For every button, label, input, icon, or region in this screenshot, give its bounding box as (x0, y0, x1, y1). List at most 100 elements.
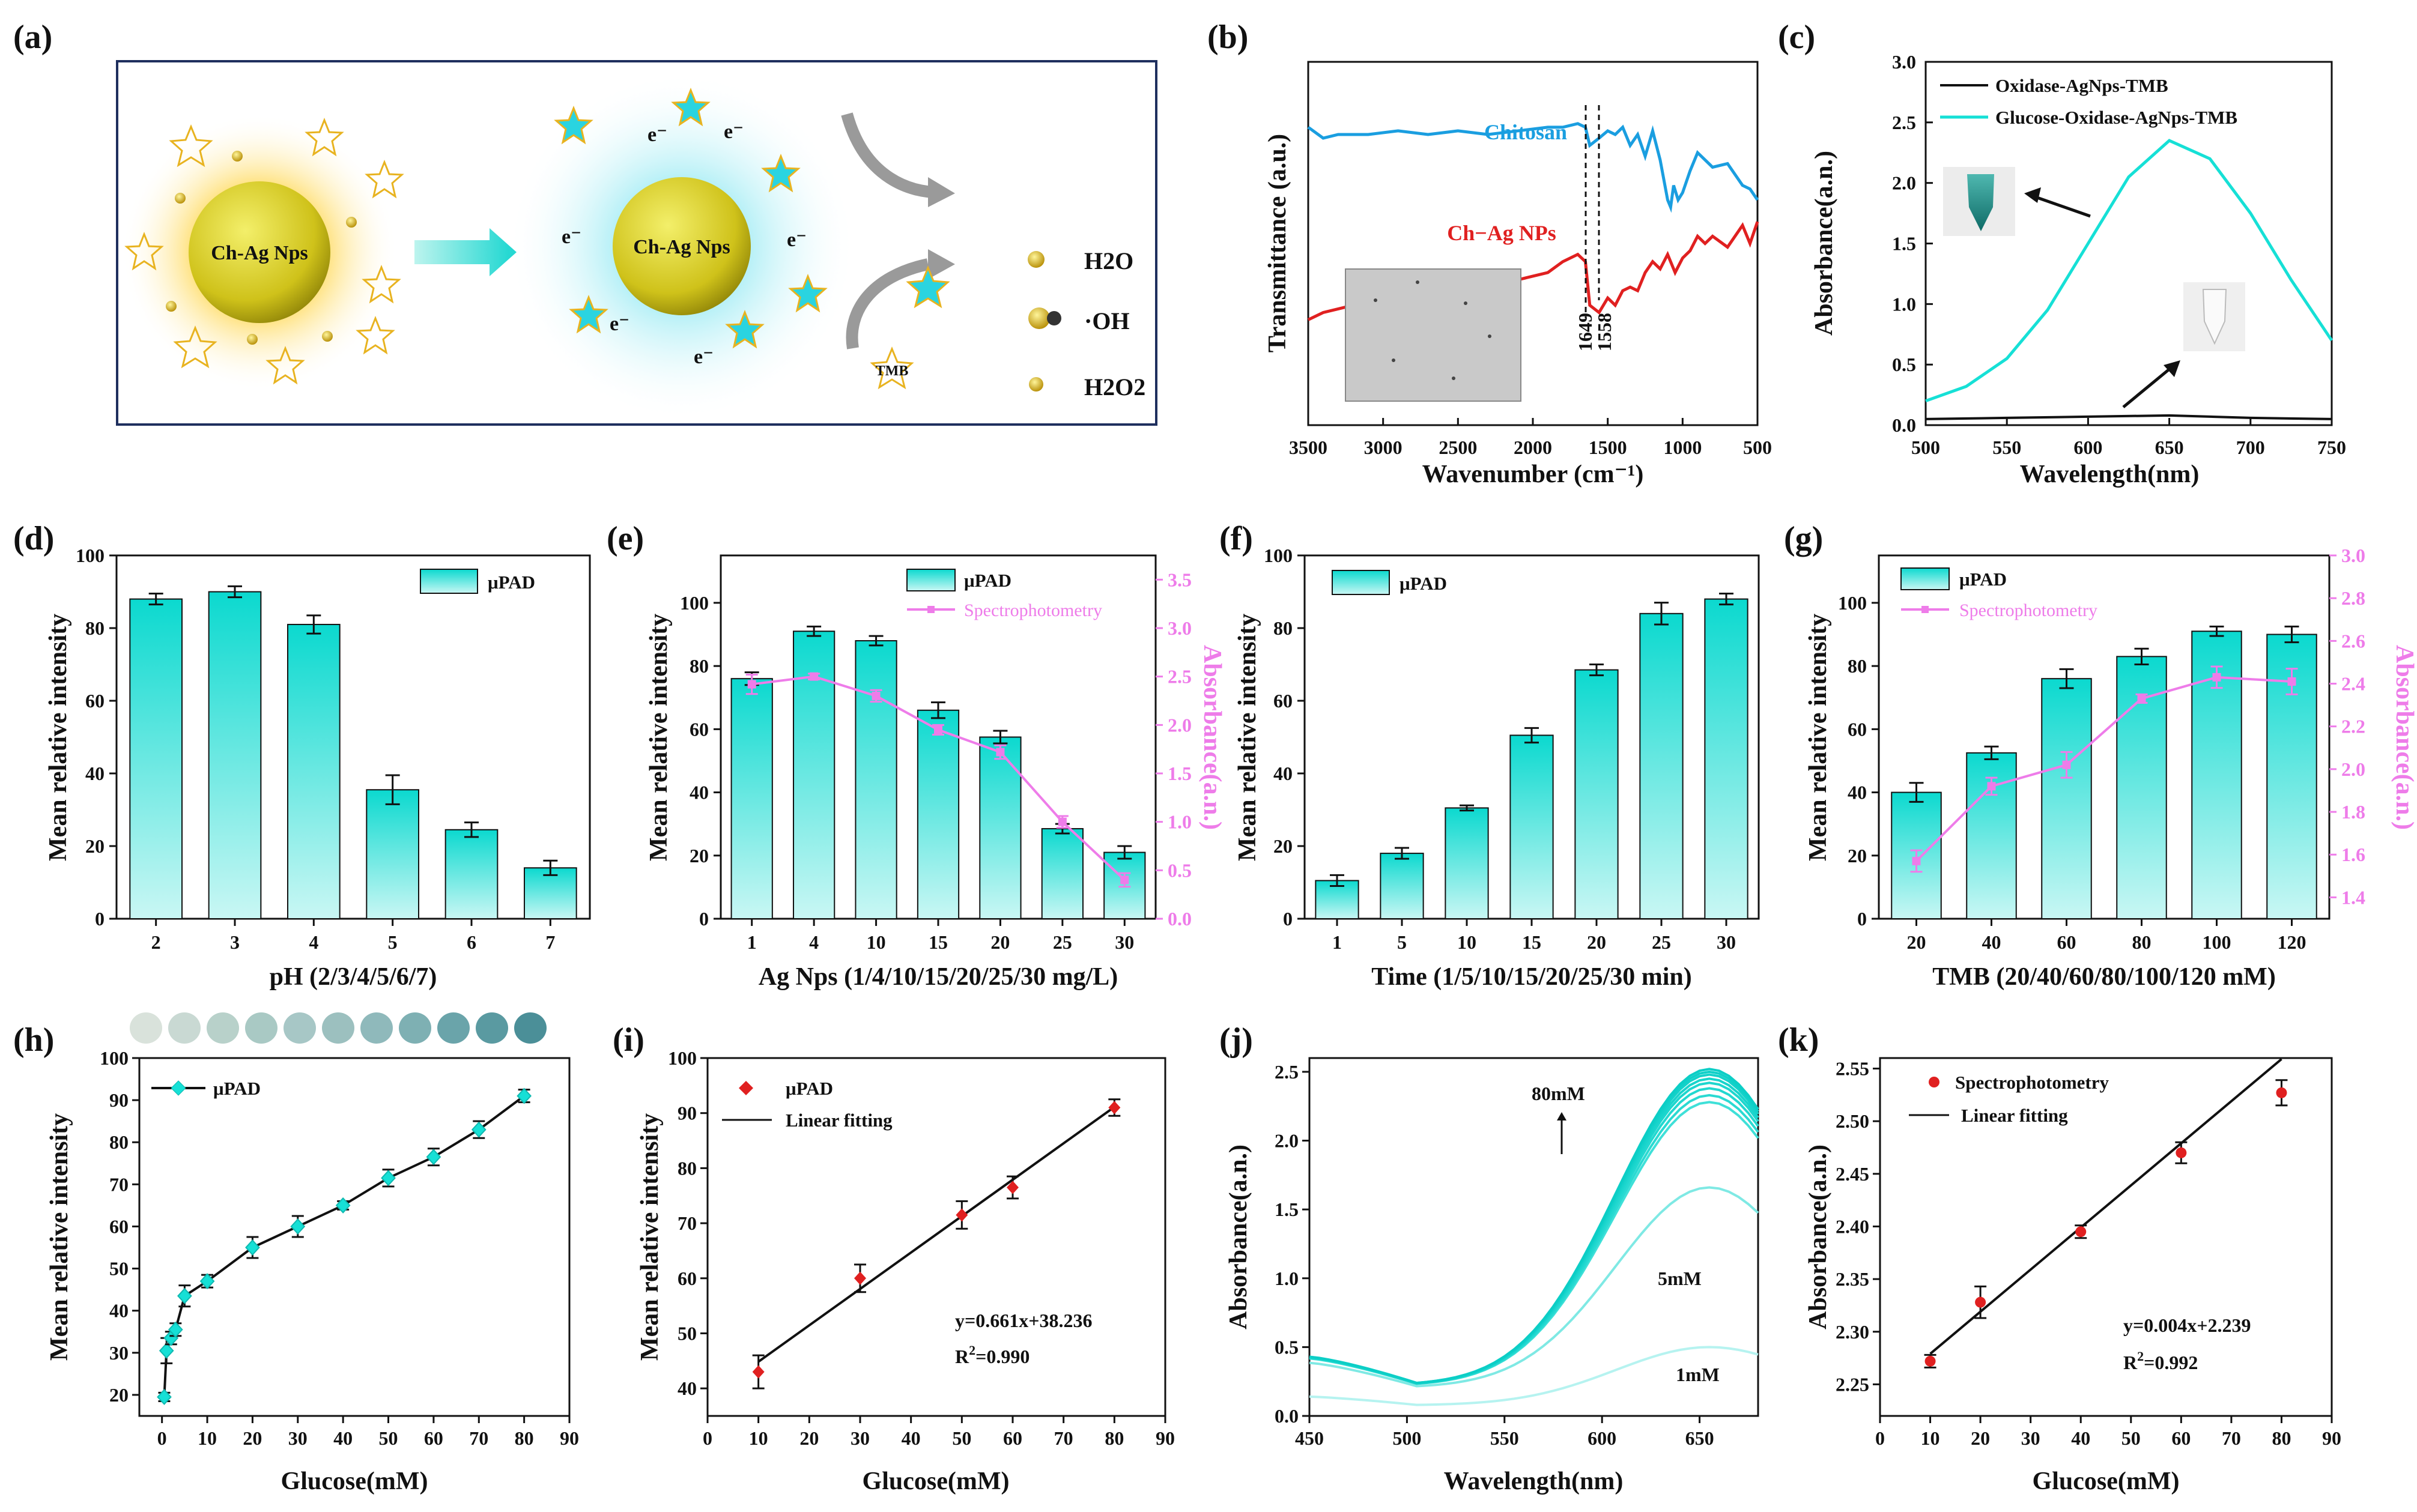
data-point (1975, 1296, 1986, 1308)
chart-i-ylabel: Mean relative intensity (636, 1113, 664, 1361)
panel-label-c: (c) (1778, 19, 1815, 56)
bar (208, 591, 262, 919)
chart-e-y2label: Absorbance(a.n.) (1198, 645, 1226, 830)
increase-arrowhead (1557, 1112, 1566, 1120)
data-point (752, 1365, 765, 1379)
color-spot (168, 1012, 201, 1044)
chart-c-ylabel: Absorbance(a.n.) (1810, 151, 1838, 336)
y-tick-label: 80 (85, 617, 105, 639)
chart-g-y-ticks: 0 20 40 60 80 100 (1838, 592, 1879, 930)
legend-marker-spectro (927, 606, 935, 613)
chart-i-series (752, 1098, 1121, 1390)
hydroxyl-radical-icon (1028, 307, 1050, 329)
y-tick-label: 20 (85, 835, 105, 857)
legend-oxidase: Oxidase-AgNps-TMB (1995, 75, 2168, 96)
data-point (956, 1208, 968, 1222)
chart-k-series (1924, 1058, 2288, 1368)
x-tick-label: 80 (515, 1427, 534, 1449)
x-tick-label: 550 (1992, 437, 2021, 458)
bar (730, 678, 773, 920)
bar (1380, 853, 1424, 919)
x-tick-label: 2500 (1439, 437, 1477, 458)
x-tick-label: 90 (1156, 1427, 1175, 1449)
x-tick-label: 600 (1588, 1427, 1616, 1449)
y-tick-label: 100 (76, 545, 105, 566)
x-tick-label: 30 (1115, 931, 1134, 953)
cycle-arrowhead-lower (928, 249, 955, 279)
y2-tick-label: 2.0 (2341, 758, 2365, 780)
y-tick-label: 50 (109, 1258, 129, 1280)
r2-value: =0.990 (975, 1346, 1030, 1367)
y2-tick-label: 2.8 (2341, 587, 2365, 609)
x-tick-label: 40 (1982, 931, 2001, 953)
x-tick-label: 80 (2132, 931, 2152, 953)
chart-k: 0 10 20 30 40 50 60 70 80 90 2.25 2.30 2.35 2.40 2.45… (1804, 1057, 2341, 1495)
chart-b-xlabel: Wavenumber (cm⁻¹) (1422, 461, 1644, 488)
upad-point (157, 1388, 172, 1405)
chart-b-x-ticks: 3500 3000 2500 2000 1500 1000 500 (1289, 418, 1772, 458)
y2-tick-label: 1.8 (2341, 801, 2365, 823)
nanoparticle-left (189, 181, 330, 323)
y-tick-label: 40 (1848, 782, 1867, 803)
chart-h-xlabel: Glucose(mM) (281, 1468, 428, 1495)
chart-g: 0 20 40 60 80 100 1.4 1.6 1.8 2.0 2.2 2.4 2.6 2.8 3.0… (1804, 545, 2417, 991)
chart-d-frame (115, 554, 591, 920)
y2-tick-label: 2.5 (1168, 666, 1192, 688)
data-point (1108, 1101, 1121, 1114)
chart-k-xlabel: Glucose(mM) (2033, 1468, 2180, 1495)
legend-upad: μPAD (488, 572, 535, 593)
chart-k-y-ticks: 2.25 2.30 2.35 2.40 2.45 2.50 2.55 (1836, 1058, 1880, 1395)
panel-label-j: (j) (1219, 1021, 1253, 1059)
y-tick-label: 80 (1848, 655, 1867, 677)
fit-line (1929, 1058, 2282, 1355)
x-tick-label: 40 (902, 1427, 921, 1449)
chart-g-y2-ticks: 1.4 1.6 1.8 2.0 2.2 2.4 2.6 2.8 3.0 (2329, 545, 2365, 908)
label-5mM: 5mM (1658, 1268, 1702, 1289)
x-tick-label: 80 (1105, 1427, 1124, 1449)
x-tick-label: 5 (1397, 931, 1407, 953)
chart-g-xlabel: TMB (20/40/60/80/100/120 mM) (1932, 963, 2276, 991)
arrow-to-clear-tube (2122, 366, 2173, 408)
x-tick-label: 90 (560, 1427, 579, 1449)
spectrum-line (1309, 1101, 1759, 1385)
chart-i-x-ticks: 0 10 20 30 40 50 60 70 80 90 (703, 1416, 1175, 1449)
legend-marker-upad (171, 1080, 186, 1096)
x-tick-label: 30 (288, 1427, 308, 1449)
chart-e-y2-ticks: 0.0 0.5 1.0 1.5 2.0 2.5 3.0 3.5 (1156, 569, 1192, 930)
panel-label-e: (e) (607, 520, 644, 557)
bar (1639, 612, 1684, 919)
y2-tick-label: 1.0 (1168, 811, 1192, 833)
upad-point (426, 1149, 441, 1166)
tem-particles (1374, 280, 1491, 380)
y-tick-label: 40 (690, 782, 709, 803)
chart-b-ylabel: Transmittance (a.u.) (1264, 134, 1291, 352)
color-spot (399, 1012, 431, 1044)
chart-j-spectra (1309, 1068, 1759, 1406)
bar (1445, 807, 1489, 919)
y-tick-label: 100 (100, 1047, 129, 1069)
bar (444, 829, 499, 920)
oxidized-tmb-star-icon (906, 265, 950, 309)
x-tick-label: 450 (1295, 1427, 1324, 1449)
chart-j-ylabel: Absorbance(a.n.) (1225, 1145, 1252, 1329)
x-tick-label: 70 (469, 1427, 488, 1449)
y-tick-label: 60 (1273, 690, 1293, 712)
x-tick-label: 30 (851, 1427, 870, 1449)
y-tick-label: 2.55 (1836, 1058, 1869, 1080)
particle-label-left: Ch-Ag Nps (211, 242, 308, 264)
x-tick-label: 2000 (1514, 437, 1552, 458)
color-spot (514, 1012, 547, 1044)
chart-c: 500 550 600 650 700 750 0.0 0.5 1.0 1.5 2.0 2.5 3.0… (1810, 51, 2346, 488)
x-tick-label: 60 (2171, 1427, 2191, 1449)
y-tick-label: 2.0 (1892, 172, 1916, 194)
x-tick-label: 20 (1907, 931, 1926, 953)
spectro-point (1987, 782, 1996, 791)
spectro-point (2137, 694, 2146, 703)
molecule-icons-left (166, 151, 357, 345)
y-tick-label: 40 (85, 763, 105, 784)
scheme-panel: Ch-Ag Nps Ch-Ag Nps (116, 60, 1157, 426)
spectro-point (872, 691, 881, 700)
upad-point (159, 1342, 174, 1359)
y-tick-label: 60 (109, 1215, 129, 1237)
